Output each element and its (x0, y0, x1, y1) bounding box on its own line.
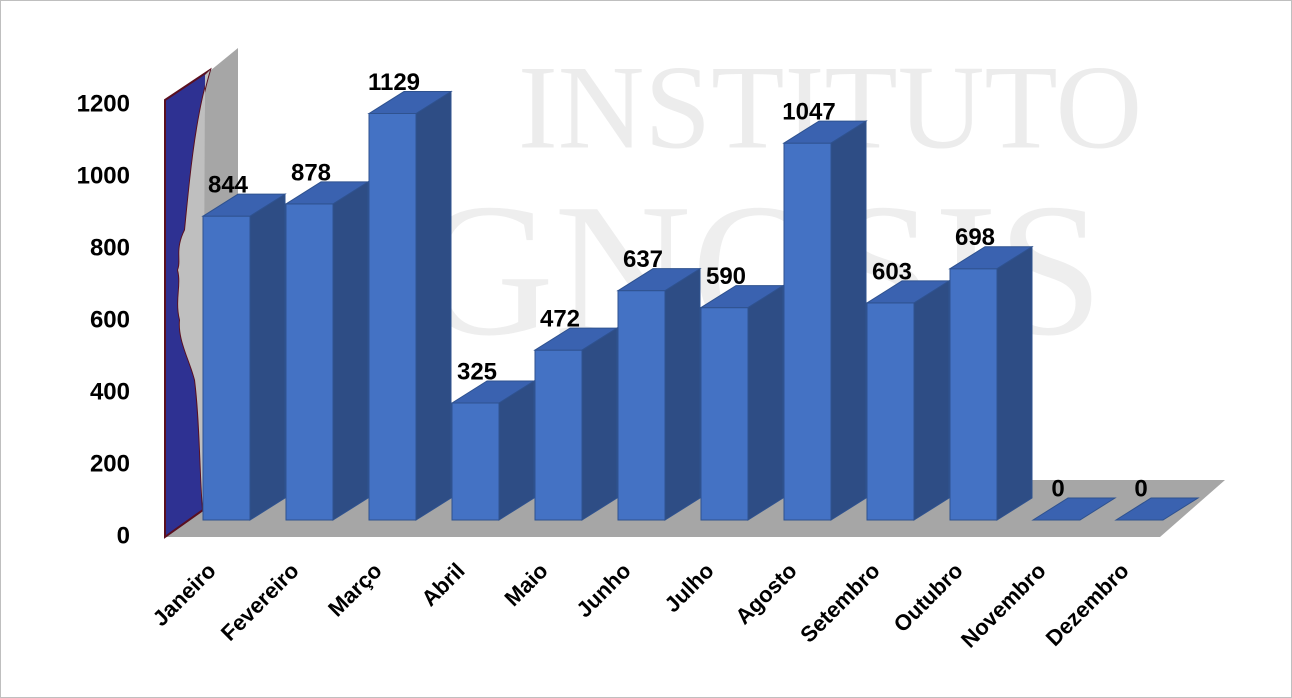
value-label: 1047 (782, 98, 835, 125)
bar-top (865, 280, 951, 304)
y-tick-label: 400 (90, 378, 130, 405)
bar-front (451, 402, 500, 521)
bar-top (367, 91, 453, 115)
bar-top (284, 181, 370, 205)
bar-side (830, 120, 867, 521)
y-tick-label: 1200 (77, 90, 130, 117)
bar-side (498, 380, 535, 521)
y-tick-label: 200 (90, 450, 130, 477)
bar-side (249, 193, 286, 521)
bar-top (782, 120, 868, 144)
value-label: 0 (1051, 475, 1064, 502)
bar-front (285, 203, 334, 521)
bar (284, 181, 370, 521)
bar-front (368, 113, 417, 521)
value-label: 0 (1134, 475, 1147, 502)
bar-side (913, 280, 950, 521)
bar-front (202, 215, 251, 521)
bar-side (747, 284, 784, 521)
y-tick-label: 800 (90, 234, 130, 261)
bar-top (533, 327, 619, 351)
value-label: 698 (955, 224, 995, 251)
bar (865, 280, 951, 521)
bar-side (415, 90, 452, 521)
bar-front (700, 307, 749, 521)
bar (533, 327, 619, 521)
bar-top (616, 268, 702, 292)
value-label: 637 (623, 246, 663, 273)
y-tick-label: 600 (90, 306, 130, 333)
bar (948, 245, 1034, 521)
bar-top (201, 193, 287, 217)
value-label: 590 (706, 263, 746, 290)
value-label: 878 (291, 159, 331, 186)
bar-side (664, 267, 701, 521)
bar-side (996, 245, 1033, 521)
value-label: 844 (208, 172, 249, 199)
value-label: 603 (872, 258, 912, 285)
bar-front (534, 349, 583, 521)
bar-front (949, 268, 998, 521)
left-wall-face (178, 70, 210, 510)
bar (1114, 497, 1200, 521)
bar-top (1031, 497, 1117, 521)
bar (450, 380, 536, 521)
bar-front (617, 290, 666, 521)
bar-top (450, 380, 536, 404)
bar-side (332, 181, 369, 521)
bar (616, 267, 702, 521)
bar-side (581, 327, 618, 521)
bar-front (866, 302, 915, 521)
bar-top (948, 246, 1034, 270)
bar-front (783, 142, 832, 521)
value-label: 325 (457, 358, 497, 385)
bar-top (699, 285, 785, 309)
bar (699, 284, 785, 521)
y-tick-label: 0 (117, 522, 130, 549)
bar (201, 193, 287, 521)
bar (782, 120, 868, 521)
value-label: 1129 (368, 69, 420, 96)
y-tick-label: 1000 (77, 162, 130, 189)
value-label: 472 (540, 305, 580, 332)
bar (367, 90, 453, 521)
bar-top (1114, 497, 1200, 521)
bar (1031, 497, 1117, 521)
